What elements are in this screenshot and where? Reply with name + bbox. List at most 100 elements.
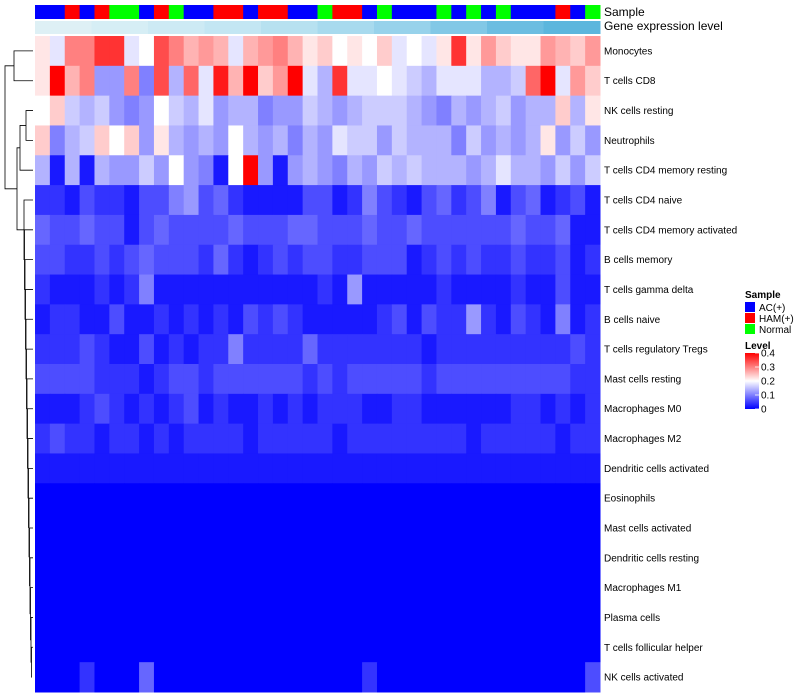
heatmap-cell	[481, 185, 497, 216]
heatmap-cell	[376, 65, 393, 97]
heatmap-cell	[153, 602, 170, 633]
heatmap-cell	[466, 274, 482, 305]
heatmap-cell	[198, 185, 214, 216]
heatmap-cell	[243, 513, 259, 544]
heatmap-cell	[570, 423, 586, 454]
heatmap-cell	[168, 274, 185, 305]
heatmap-cell	[302, 662, 318, 693]
heatmap-cell	[421, 95, 437, 126]
heatmap-cell	[109, 155, 125, 186]
heatmap-cell	[406, 542, 423, 574]
heatmap-cell	[124, 185, 140, 216]
heatmap-cell	[243, 304, 259, 335]
heatmap-cell	[109, 334, 125, 365]
heatmap-cell	[272, 65, 289, 97]
heatmap-cell	[540, 513, 556, 544]
dendrogram-branch	[30, 617, 33, 663]
heatmap-cell	[421, 602, 437, 633]
heatmap-cell	[228, 542, 244, 574]
sample-annotation-cell	[466, 5, 482, 19]
dendrogram-branch	[4, 65, 17, 190]
heatmap-cell	[287, 662, 304, 693]
heatmap-cell	[451, 453, 467, 484]
heatmap-cell	[109, 542, 125, 574]
heatmap-cell	[481, 483, 497, 514]
heatmap-cell	[109, 274, 125, 305]
heatmap-cell	[153, 334, 170, 365]
heatmap-cell	[332, 423, 348, 454]
heatmap-cell	[585, 632, 601, 663]
heatmap-cell	[213, 36, 229, 67]
heatmap-cell	[466, 155, 482, 186]
heatmap-cell	[168, 95, 185, 126]
heatmap-cell	[495, 483, 512, 514]
heatmap-cell	[540, 95, 556, 126]
heatmap-cell	[481, 36, 497, 67]
heatmap-cell	[272, 364, 289, 395]
heatmap-cell	[49, 393, 66, 425]
heatmap-cell	[79, 513, 95, 544]
heatmap-cell	[376, 393, 393, 425]
row-label: B cells memory	[604, 255, 672, 266]
heatmap-cell	[109, 95, 125, 126]
heatmap-cell	[198, 483, 214, 514]
heatmap-cell	[451, 65, 467, 97]
heatmap-cell	[347, 304, 363, 335]
heatmap-cell	[79, 125, 95, 156]
heatmap-cell	[139, 125, 155, 156]
heatmap-cell	[168, 185, 185, 216]
heatmap-cell	[332, 334, 348, 365]
heatmap-cell	[168, 453, 185, 484]
heatmap-cell	[555, 125, 571, 156]
sample-annotation-cell	[198, 5, 214, 19]
heatmap-cell	[495, 632, 512, 663]
row-label: Neutrophils	[604, 136, 655, 147]
heatmap-cell	[540, 125, 556, 156]
heatmap-cell	[272, 513, 289, 544]
row-label: Dendritic cells resting	[604, 553, 699, 564]
dendrogram-branch	[31, 646, 33, 678]
heatmap-cell	[49, 423, 66, 454]
heatmap-cell	[124, 36, 140, 67]
heatmap-cell	[35, 214, 51, 246]
sample-annotation-cell	[525, 5, 542, 19]
heatmap-cell	[183, 572, 200, 604]
heatmap-cell	[317, 453, 333, 484]
heatmap-cell	[272, 125, 289, 156]
heatmap-cell	[347, 125, 363, 156]
heatmap-cell	[495, 542, 512, 574]
heatmap-cell	[183, 214, 200, 246]
heatmap-cell	[421, 304, 437, 335]
heatmap-cell	[525, 602, 542, 633]
heatmap-cell	[302, 393, 318, 425]
heatmap-cell	[525, 274, 542, 305]
heatmap-cell	[109, 65, 125, 97]
heatmap-cell	[139, 36, 155, 67]
heatmap-cell	[481, 423, 497, 454]
expression-annotation-cell	[543, 21, 601, 34]
sample-legend-items: AC(+)HAM(+)Normal	[745, 302, 794, 336]
heatmap-cell	[391, 483, 408, 514]
heatmap-cell	[35, 274, 51, 305]
row-label: T cells CD8	[604, 76, 656, 87]
heatmap-cell	[347, 632, 363, 663]
heatmap-cell	[376, 185, 393, 216]
heatmap-cell	[451, 36, 467, 67]
sample-annotation-cell	[347, 5, 363, 19]
heatmap-cell	[228, 364, 244, 395]
heatmap-cell	[585, 542, 601, 574]
heatmap-cell	[153, 304, 170, 335]
heatmap-cell	[317, 513, 333, 544]
heatmap-cell	[406, 334, 423, 365]
heatmap-cell	[421, 662, 437, 693]
heatmap-cell	[258, 602, 274, 633]
heatmap-cell	[451, 334, 467, 365]
heatmap-cell	[243, 483, 259, 514]
heatmap-cell	[139, 274, 155, 305]
heatmap-cell	[451, 304, 467, 335]
heatmap-cell	[168, 572, 185, 604]
heatmap-cell	[49, 483, 66, 514]
heatmap-cell	[243, 632, 259, 663]
heatmap-cell	[287, 423, 304, 454]
heatmap-cell	[228, 214, 244, 246]
